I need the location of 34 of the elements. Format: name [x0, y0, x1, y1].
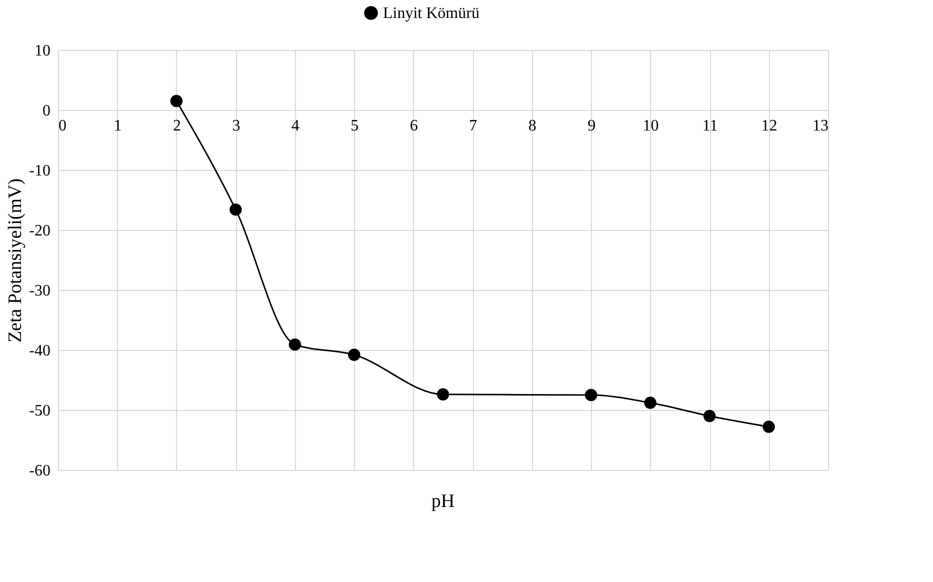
point: [436, 388, 450, 401]
x-tick-label: 2: [172, 118, 181, 134]
y-tick-label: -10: [29, 162, 50, 180]
x-axis-title: pH: [431, 491, 455, 512]
point: [230, 203, 242, 216]
y-tick-label: -20: [29, 222, 50, 240]
x-tick-label: 9: [588, 118, 596, 134]
x-tick-label: 10: [642, 118, 659, 134]
x-tick-label: 11: [702, 118, 718, 134]
x-tick-label: 12: [761, 118, 778, 134]
point: [762, 420, 775, 433]
point: [170, 94, 183, 108]
point: [703, 410, 716, 422]
x-tick-label: 13: [812, 118, 828, 134]
y-tick-label: -60: [29, 462, 50, 480]
y-tick-label: -40: [29, 342, 50, 360]
point: [644, 396, 656, 409]
point: [288, 338, 302, 351]
x-tick-label: 7: [469, 118, 478, 134]
x-tick-label: 6: [410, 118, 418, 134]
y-tick-label: -50: [29, 402, 50, 420]
x-tick-label: 0: [58, 118, 66, 134]
y-axis-title: Zeta Potansiyeli(mV): [5, 178, 26, 343]
y-tick-label: 0: [42, 102, 50, 120]
point: [348, 348, 360, 361]
x-tick-label: 4: [291, 118, 300, 134]
x-tick-label: 8: [528, 118, 536, 134]
y-tick-label: 10: [34, 42, 50, 60]
x-tick-label: 3: [232, 118, 240, 134]
legend-label: Linyit Kömürü: [383, 5, 480, 22]
x-tick-label: 5: [350, 118, 359, 134]
y-tick-label: -30: [29, 282, 50, 300]
point: [584, 388, 598, 402]
x-tick-label: 1: [114, 118, 122, 134]
